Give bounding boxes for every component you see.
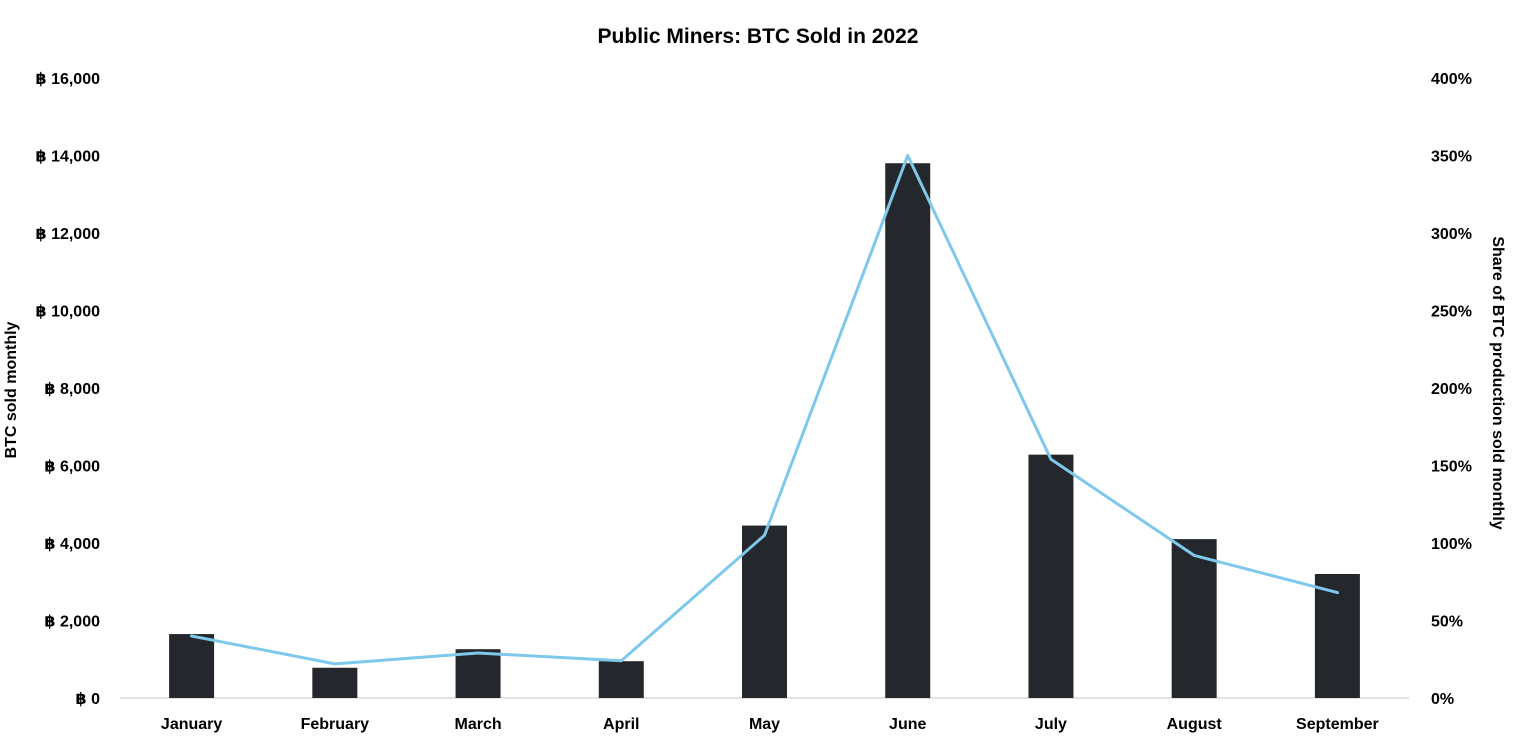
y-tick-label: ฿ 4,000	[44, 536, 100, 553]
x-tick-label: April	[603, 716, 639, 733]
y-tick-label: ฿ 10,000	[35, 304, 100, 321]
bar-september	[1314, 574, 1360, 698]
bar-april	[598, 661, 644, 698]
x-tick-label: February	[301, 716, 370, 733]
share-point-february	[333, 662, 337, 666]
y2-axis-label: Share of BTC production sold monthly	[1489, 236, 1506, 529]
x-axis-ticks: January February March April May June July Augu…	[161, 716, 1379, 733]
share-point-april	[619, 659, 623, 663]
y2-tick-label: 200%	[1431, 381, 1472, 398]
y2-tick-label: 100%	[1431, 536, 1472, 553]
share-point-july	[1049, 457, 1053, 461]
y2-tick-label: 350%	[1431, 149, 1472, 166]
x-tick-label: March	[454, 716, 501, 733]
x-tick-label: July	[1035, 716, 1067, 733]
y2-tick-label: 150%	[1431, 459, 1472, 476]
chart-title: Public Miners: BTC Sold in 2022	[598, 25, 919, 48]
bar-series	[169, 163, 1360, 698]
y-axis-ticks: ฿ 0 ฿ 2,000 ฿ 4,000 ฿ 6,000 ฿ 8,000 ฿ 10,000 ฿…	[35, 71, 100, 708]
y-tick-label: ฿ 2,000	[44, 614, 100, 631]
y2-axis-ticks: 0% 50% 100% 150% 200% 250% 300% 350% 400%	[1431, 71, 1472, 708]
bar-july	[1028, 454, 1074, 698]
share-point-september	[1335, 591, 1339, 595]
bar-august	[1171, 539, 1217, 698]
y2-tick-label: 0%	[1431, 691, 1454, 708]
y-tick-label: ฿ 16,000	[35, 71, 100, 88]
bar-june	[885, 163, 931, 698]
bar-march	[455, 649, 501, 698]
x-tick-label: May	[749, 716, 780, 733]
share-point-may	[763, 533, 766, 537]
bar-january	[169, 634, 215, 698]
x-tick-label: August	[1167, 716, 1223, 733]
x-tick-label: June	[889, 716, 926, 733]
x-tick-label: September	[1296, 716, 1379, 733]
share-point-august	[1192, 553, 1196, 557]
y2-tick-label: 250%	[1431, 304, 1472, 321]
y-axis-label: BTC sold monthly	[3, 321, 20, 458]
y-tick-label: ฿ 8,000	[44, 381, 100, 398]
share-point-january	[190, 634, 194, 638]
line-series	[190, 154, 1339, 666]
share-point-june	[906, 154, 910, 157]
bar-may	[742, 525, 787, 698]
share-point-march	[476, 651, 480, 655]
y-tick-label: ฿ 6,000	[44, 459, 100, 476]
y-tick-label: ฿ 12,000	[35, 226, 100, 243]
y-tick-label: ฿ 14,000	[35, 149, 100, 166]
y2-tick-label: 50%	[1431, 614, 1463, 631]
y2-tick-label: 300%	[1431, 226, 1472, 243]
x-tick-label: January	[161, 716, 222, 733]
bar-february	[312, 667, 358, 698]
y-tick-label: ฿ 0	[76, 691, 101, 708]
y2-tick-label: 400%	[1431, 71, 1472, 88]
